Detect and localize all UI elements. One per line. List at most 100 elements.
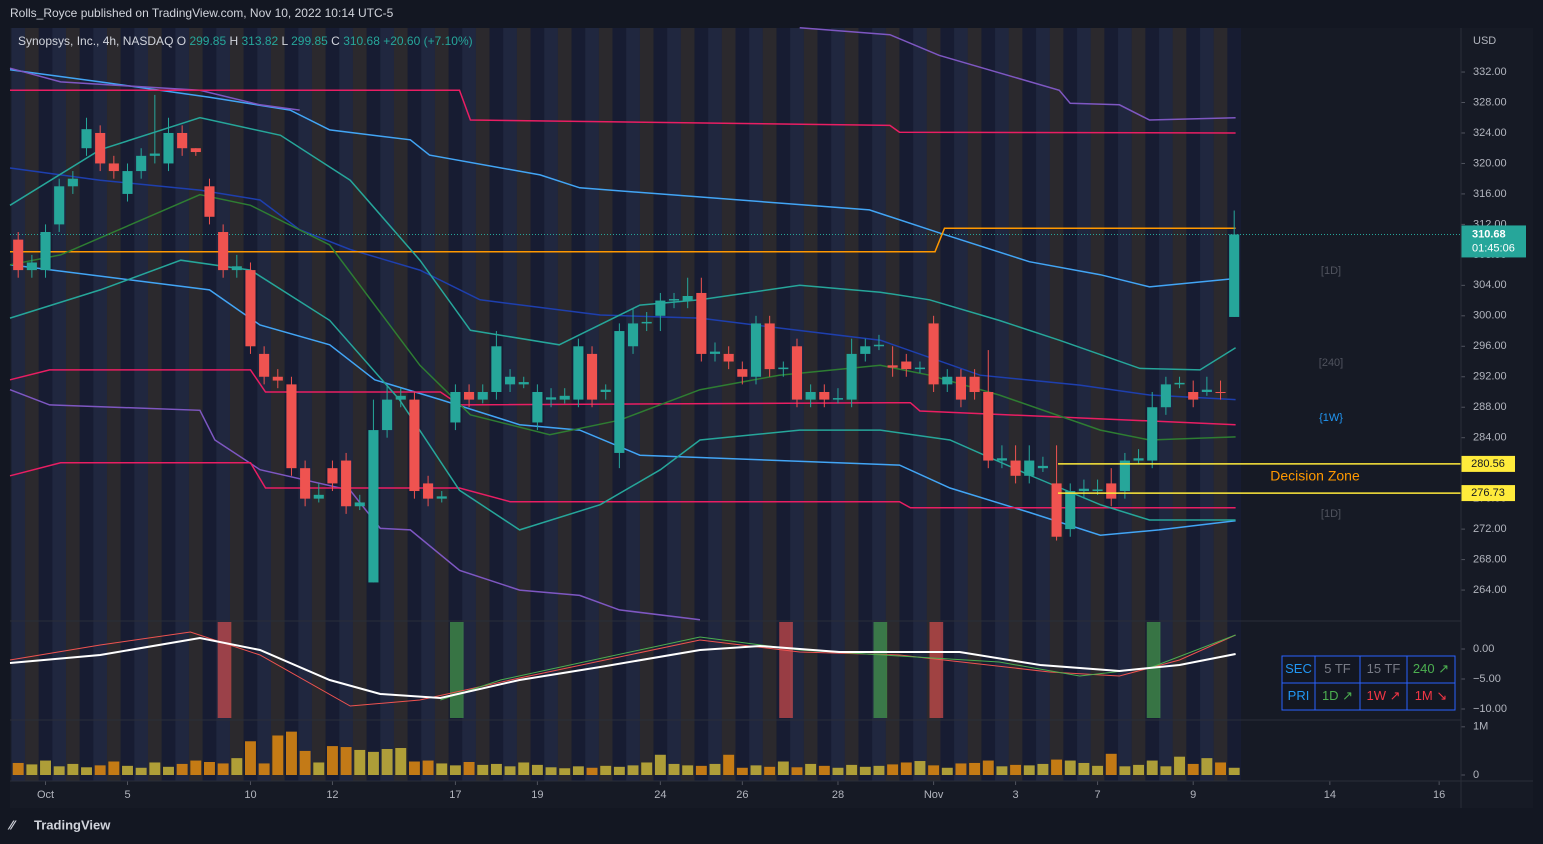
candle-body [259,353,270,377]
session-stripe [1131,28,1146,781]
candle-body [1174,382,1185,385]
session-stripe [202,28,217,781]
volume-bar [928,765,940,775]
volume-bar [1010,764,1022,775]
volume-bar [859,766,871,775]
volume-bar [996,766,1008,775]
table-text: 1W ↗ [1366,688,1400,703]
table-text: SEC [1285,661,1312,676]
volume-bar [422,760,434,775]
x-tick-label: Nov [924,789,944,801]
session-stripe [11,28,26,781]
signal-column [779,622,793,718]
session-stripe [762,28,777,781]
signal-column [1146,622,1161,718]
session-stripe [1227,28,1242,781]
candle-body [423,483,434,499]
annotation: [1D] [1321,265,1341,277]
table-text: 5 TF [1324,661,1351,676]
candle-body [1078,488,1089,492]
volume-bar [40,760,51,775]
session-stripe [735,28,750,781]
candle-body [1010,460,1021,476]
session-stripe [134,28,148,781]
indicator-line [10,89,1236,134]
session-stripe [1090,28,1105,781]
candle-body [614,331,625,453]
session-stripe [216,28,230,781]
candle-body [1119,460,1130,492]
candle-body [436,496,447,499]
volume-bar [190,760,202,775]
candle-body [95,132,106,164]
indicator-line [9,264,1236,536]
volume-bar [941,767,953,775]
candle-body [764,323,775,370]
candle-body [13,239,24,271]
table-text: 15 TF [1367,661,1401,676]
candle-body [26,262,37,271]
annotation: [240] [1319,357,1343,369]
candle-body [1092,489,1103,492]
session-stripe [1063,28,1078,781]
volume-bar [832,767,844,775]
candle-body [1037,465,1048,469]
candle-body [682,296,693,301]
y-tick-label: 272.00 [1473,523,1507,535]
session-stripe [161,28,176,781]
session-stripe [298,28,312,781]
volume-bar [668,763,680,775]
volume-bar [299,750,311,775]
session-stripe [1200,28,1214,781]
candle-body [1147,407,1158,461]
session-stripe [257,28,271,781]
volume-bar [12,762,24,775]
volume-bar [504,766,516,775]
candle-body [668,299,680,301]
volume-bar [1064,760,1076,775]
indicator-line [9,388,701,621]
session-stripe [858,28,873,781]
volume-bar [1215,762,1226,775]
x-tick-label: Oct [37,789,54,801]
session-stripe [1104,28,1119,781]
candle-body [969,376,980,392]
candle-body [149,153,160,156]
volume-bar [381,748,393,775]
y-tick-label: 304.00 [1473,279,1507,291]
volume-bar [1119,766,1131,775]
session-stripe [38,28,53,781]
volume-bar [723,754,735,775]
volume-bar [736,767,748,775]
candle-body [928,323,939,385]
session-stripe [188,28,203,781]
candle-body [914,367,926,370]
candle-body [409,399,420,492]
volume-bar [846,764,858,775]
x-tick-label: 7 [1095,789,1101,801]
table-cell [1281,682,1316,711]
legend: Synopsys, Inc., 4h, NASDAQ O 299.85 H 31… [18,34,473,48]
legend-item: (+7.10%) [424,34,473,48]
session-stripe [434,28,449,781]
volume-bar [682,765,694,775]
candle-body [573,346,584,400]
session-stripe [93,28,108,781]
y-tick-label: 316.00 [1473,188,1507,200]
legend-item: O [177,34,186,48]
volume-bar [1228,767,1240,775]
volume-bar [914,761,926,775]
session-stripe [120,28,135,781]
volume-bar [1078,762,1090,775]
currency: USD [1473,35,1496,47]
candle-body [1215,391,1226,393]
x-tick-label: 14 [1324,789,1336,801]
volume-bar [600,765,612,775]
candle-body [600,389,611,392]
candle-body [750,323,762,377]
candle-body [627,323,639,347]
candle-body [559,395,570,400]
indicator-line [10,227,1236,253]
legend-item: H [229,34,238,48]
candle-body [108,163,119,172]
